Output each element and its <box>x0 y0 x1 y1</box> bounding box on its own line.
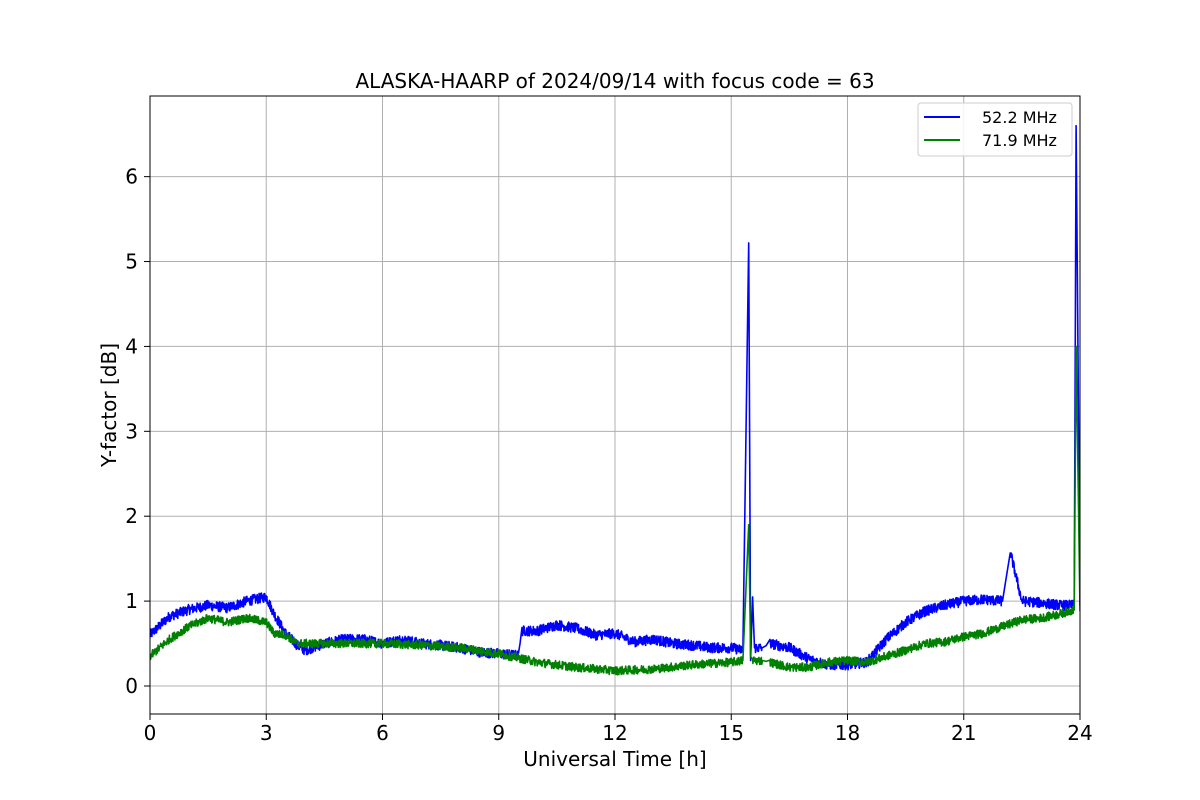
y-axis: 0 1 2 3 4 5 6 <box>125 165 150 698</box>
legend-label-71-9: 71.9 MHz <box>982 131 1057 150</box>
y-tick-label: 4 <box>125 334 138 358</box>
series-line-1 <box>150 345 1080 676</box>
x-tick-label: 12 <box>602 721 627 745</box>
x-tick-label: 24 <box>1067 721 1092 745</box>
y-tick-label: 3 <box>125 419 138 443</box>
x-tick-label: 6 <box>376 721 389 745</box>
y-tick-label: 5 <box>125 250 138 274</box>
y-tick-label: 0 <box>125 674 138 698</box>
chart-title: ALASKA-HAARP of 2024/09/14 with focus co… <box>355 69 874 93</box>
legend: 52.2 MHz 71.9 MHz <box>917 102 1073 157</box>
legend-label-52-2: 52.2 MHz <box>982 108 1057 127</box>
x-tick-label: 21 <box>951 721 976 745</box>
x-axis-label: Universal Time [h] <box>523 747 706 771</box>
x-axis: 0 3 6 9 12 15 18 21 24 <box>144 714 1093 745</box>
x-tick-label: 15 <box>719 721 744 745</box>
y-tick-label: 2 <box>125 504 138 528</box>
plot-area <box>150 124 1080 676</box>
x-tick-label: 9 <box>492 721 505 745</box>
y-tick-label: 6 <box>125 165 138 189</box>
x-tick-label: 0 <box>144 721 157 745</box>
x-tick-label: 3 <box>260 721 273 745</box>
y-tick-label: 1 <box>125 589 138 613</box>
y-axis-label: Y-factor [dB] <box>97 343 121 468</box>
x-tick-label: 18 <box>835 721 860 745</box>
